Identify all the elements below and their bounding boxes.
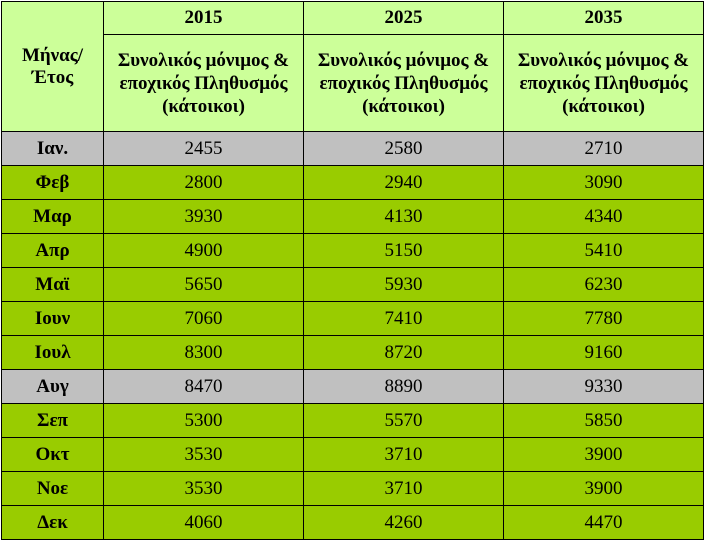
- population-value: 2940: [303, 165, 504, 200]
- population-value: 3900: [503, 471, 704, 506]
- month-label: Ιουλ: [1, 335, 104, 370]
- population-value: 4260: [303, 505, 504, 540]
- population-value: 3090: [503, 165, 704, 200]
- month-label: Σεπ: [1, 403, 104, 438]
- year-header-2015: 2015: [103, 1, 304, 35]
- table-row: Νοε 3530 3710 3900: [1, 471, 704, 506]
- month-label: Μαρ: [1, 199, 104, 234]
- population-value: 5850: [503, 403, 704, 438]
- table-row: Δεκ 4060 4260 4470: [1, 505, 704, 540]
- month-label: Οκτ: [1, 437, 104, 472]
- table-row: Φεβ 2800 2940 3090: [1, 165, 704, 200]
- table-row: Απρ 4900 5150 5410: [1, 233, 704, 268]
- population-value: 2580: [303, 131, 504, 166]
- population-value: 3530: [103, 471, 304, 506]
- population-value: 5300: [103, 403, 304, 438]
- population-subheader: Συνολικός μόνιμος & εποχικός Πληθυσμός (…: [103, 34, 304, 132]
- table-body: Ιαν. 2455 2580 2710 Φεβ 2800 2940 3090 Μαρ 3930 41…: [1, 131, 704, 540]
- population-value: 8720: [303, 335, 504, 370]
- population-value: 8300: [103, 335, 304, 370]
- population-value: 3900: [503, 437, 704, 472]
- year-header-2025: 2025: [303, 1, 504, 35]
- population-value: 4470: [503, 505, 704, 540]
- month-label: Απρ: [1, 233, 104, 268]
- population-value: 7780: [503, 301, 704, 336]
- population-value: 5570: [303, 403, 504, 438]
- population-value: 5150: [303, 233, 504, 268]
- population-value: 3530: [103, 437, 304, 472]
- month-label: Νοε: [1, 471, 104, 506]
- population-value: 8890: [303, 369, 504, 404]
- population-value: 3710: [303, 471, 504, 506]
- table-row: Οκτ 3530 3710 3900: [1, 437, 704, 472]
- population-value: 6230: [503, 267, 704, 302]
- population-value: 8470: [103, 369, 304, 404]
- population-value: 4340: [503, 199, 704, 234]
- month-label: Φεβ: [1, 165, 104, 200]
- table-row: Ιουν 7060 7410 7780: [1, 301, 704, 336]
- population-value: 3930: [103, 199, 304, 234]
- month-label: Μαϊ: [1, 267, 104, 302]
- year-header-row: Μήνας/ Έτος 2015 2025 2035: [1, 1, 704, 132]
- population-value: 4900: [103, 233, 304, 268]
- table-row: Ιαν. 2455 2580 2710: [1, 131, 704, 166]
- column-description-row: Συνολικός μόνιμος & εποχικός Πληθυσμός (…: [2, 34, 704, 132]
- month-label: Ιαν.: [1, 131, 104, 166]
- population-value: 9160: [503, 335, 704, 370]
- population-value: 4130: [303, 199, 504, 234]
- population-value: 3710: [303, 437, 504, 472]
- month-label: Δεκ: [1, 505, 104, 540]
- population-value: 9330: [503, 369, 704, 404]
- population-value: 5410: [503, 233, 704, 268]
- population-subheader: Συνολικός μόνιμος & εποχικός Πληθυσμός (…: [503, 34, 704, 132]
- month-year-header: Μήνας/ Έτος: [1, 1, 104, 132]
- population-value: 2800: [103, 165, 304, 200]
- table-row: Μαϊ 5650 5930 6230: [1, 267, 704, 302]
- table-row: Ιουλ 8300 8720 9160: [1, 335, 704, 370]
- population-value: 7060: [103, 301, 304, 336]
- population-value: 5930: [303, 267, 504, 302]
- table-row: Μαρ 3930 4130 4340: [1, 199, 704, 234]
- population-value: 5650: [103, 267, 304, 302]
- population-value: 4060: [103, 505, 304, 540]
- population-value: 2710: [503, 131, 704, 166]
- population-value: 2455: [103, 131, 304, 166]
- month-label: Ιουν: [1, 301, 104, 336]
- month-label: Αυγ: [1, 369, 104, 404]
- population-value: 7410: [303, 301, 504, 336]
- year-header-2035: 2035: [503, 1, 704, 35]
- population-subheader: Συνολικός μόνιμος & εποχικός Πληθυσμός (…: [303, 34, 504, 132]
- table-row: Σεπ 5300 5570 5850: [1, 403, 704, 438]
- table-row: Αυγ 8470 8890 9330: [1, 369, 704, 404]
